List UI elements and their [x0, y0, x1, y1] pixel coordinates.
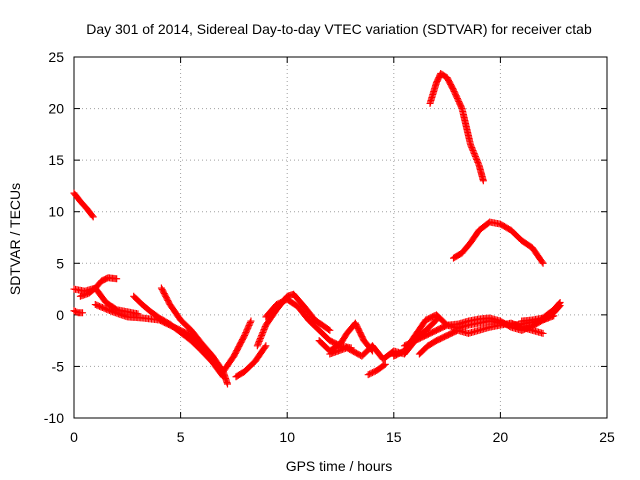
data-point	[259, 327, 267, 335]
data-point	[258, 331, 266, 339]
series-s17	[415, 319, 547, 358]
data-point	[539, 329, 547, 337]
data-point	[260, 326, 268, 334]
data-point	[113, 275, 121, 283]
data-point	[470, 148, 478, 156]
data-point	[326, 326, 334, 334]
data-point	[257, 333, 265, 341]
data-point	[467, 141, 475, 149]
y-tick-label: 5	[56, 255, 64, 271]
data-point	[256, 334, 264, 342]
data-point	[555, 300, 563, 308]
plot-border	[73, 56, 608, 419]
y-tick-label: 15	[48, 152, 64, 168]
y-tick-label: 25	[48, 49, 64, 65]
data-point	[246, 318, 254, 326]
grid	[74, 57, 607, 418]
data-point	[253, 342, 261, 350]
x-tick-label: 25	[599, 429, 615, 445]
y-tick-label: 20	[48, 101, 64, 117]
data-point	[88, 212, 96, 220]
data-point	[539, 259, 547, 267]
data-point	[556, 298, 564, 306]
x-tick-label: 0	[70, 429, 78, 445]
series-s7	[157, 284, 217, 360]
data-point	[381, 360, 389, 368]
y-tick-label: 0	[56, 307, 64, 323]
data-point	[247, 317, 255, 325]
series-s20	[518, 298, 564, 325]
series-s14	[364, 360, 389, 379]
data-point	[325, 325, 333, 333]
data-point	[380, 361, 388, 369]
data-point	[79, 309, 87, 317]
y-axis-title: SDTVAR / TECUs	[7, 183, 23, 295]
x-tick-label: 10	[279, 429, 295, 445]
y-tick-label: 10	[48, 204, 64, 220]
y-tick-label: -10	[44, 410, 64, 426]
data-point	[224, 380, 232, 388]
series-s2	[70, 307, 87, 317]
data-point	[262, 342, 270, 350]
data-point	[473, 157, 481, 165]
axis-ticks: 0 5 10 15 20 25 -10 -5 0 5 10 15 20 25	[44, 49, 615, 445]
series-s8	[219, 317, 255, 376]
x-tick-label: 5	[177, 429, 185, 445]
data-point	[473, 155, 481, 163]
series-s6	[130, 292, 227, 381]
data-point	[261, 343, 269, 351]
series-s9	[232, 342, 270, 381]
data-point	[471, 151, 479, 159]
chart-title: Day 301 of 2014, Sidereal Day-to-day VTE…	[86, 21, 592, 37]
data-point	[471, 152, 479, 160]
x-tick-label: 15	[386, 429, 402, 445]
data-point	[468, 144, 476, 152]
data-point	[474, 158, 482, 166]
series-s19	[449, 218, 547, 267]
data-point	[261, 324, 269, 332]
data-point	[258, 330, 266, 338]
data-point	[467, 142, 475, 150]
data-point	[479, 177, 487, 185]
data-point	[89, 213, 97, 221]
data-point	[256, 336, 264, 344]
data-point	[550, 312, 558, 320]
x-axis-title: GPS time / hours	[286, 458, 393, 474]
data-point	[469, 147, 477, 155]
data-point	[472, 154, 480, 162]
data-point	[468, 145, 476, 153]
series-s5	[91, 301, 232, 388]
data-marks	[70, 70, 564, 388]
data-point	[218, 372, 226, 380]
series-s1	[70, 189, 97, 221]
data-point	[208, 351, 216, 359]
data-point	[209, 352, 217, 360]
series-s18	[426, 70, 487, 185]
data-point	[259, 329, 267, 337]
data-point	[255, 339, 263, 347]
data-point	[255, 337, 263, 345]
data-point	[254, 340, 262, 348]
data-point	[538, 258, 546, 266]
y-tick-label: -5	[52, 358, 65, 374]
data-point	[470, 150, 478, 158]
x-tick-label: 20	[493, 429, 509, 445]
